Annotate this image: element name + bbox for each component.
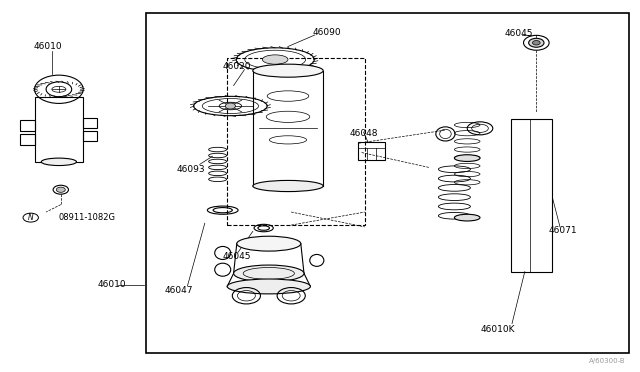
- Text: 46045: 46045: [504, 29, 532, 38]
- Text: A/60300-B: A/60300-B: [589, 358, 626, 364]
- Circle shape: [56, 187, 65, 192]
- Ellipse shape: [227, 279, 310, 294]
- Circle shape: [225, 103, 236, 109]
- Bar: [146, 13, 629, 353]
- Ellipse shape: [41, 158, 77, 166]
- Bar: [358, 142, 385, 160]
- Text: 46020: 46020: [223, 62, 251, 71]
- Text: 46093: 46093: [177, 165, 205, 174]
- Text: 46090: 46090: [312, 28, 340, 37]
- Text: 46010: 46010: [98, 280, 126, 289]
- Bar: [511, 119, 552, 272]
- Ellipse shape: [454, 155, 480, 161]
- Text: N: N: [28, 213, 33, 222]
- Text: 08911-1082G: 08911-1082G: [59, 213, 116, 222]
- Ellipse shape: [237, 236, 301, 251]
- Text: 46048: 46048: [349, 129, 378, 138]
- Bar: [227, 58, 365, 225]
- Ellipse shape: [253, 180, 323, 192]
- Ellipse shape: [262, 55, 288, 64]
- Bar: [35, 97, 83, 162]
- Circle shape: [529, 38, 544, 47]
- Bar: [20, 134, 35, 145]
- Bar: [83, 118, 97, 128]
- Circle shape: [532, 41, 540, 45]
- Text: 46045: 46045: [223, 252, 251, 261]
- Ellipse shape: [454, 214, 480, 221]
- Bar: [20, 120, 35, 131]
- Text: 46010: 46010: [34, 42, 62, 51]
- Text: 46010K: 46010K: [481, 325, 515, 334]
- Ellipse shape: [253, 64, 323, 77]
- Ellipse shape: [234, 265, 304, 282]
- Bar: [83, 131, 97, 141]
- Text: 46071: 46071: [549, 226, 577, 235]
- Text: 46047: 46047: [165, 286, 193, 295]
